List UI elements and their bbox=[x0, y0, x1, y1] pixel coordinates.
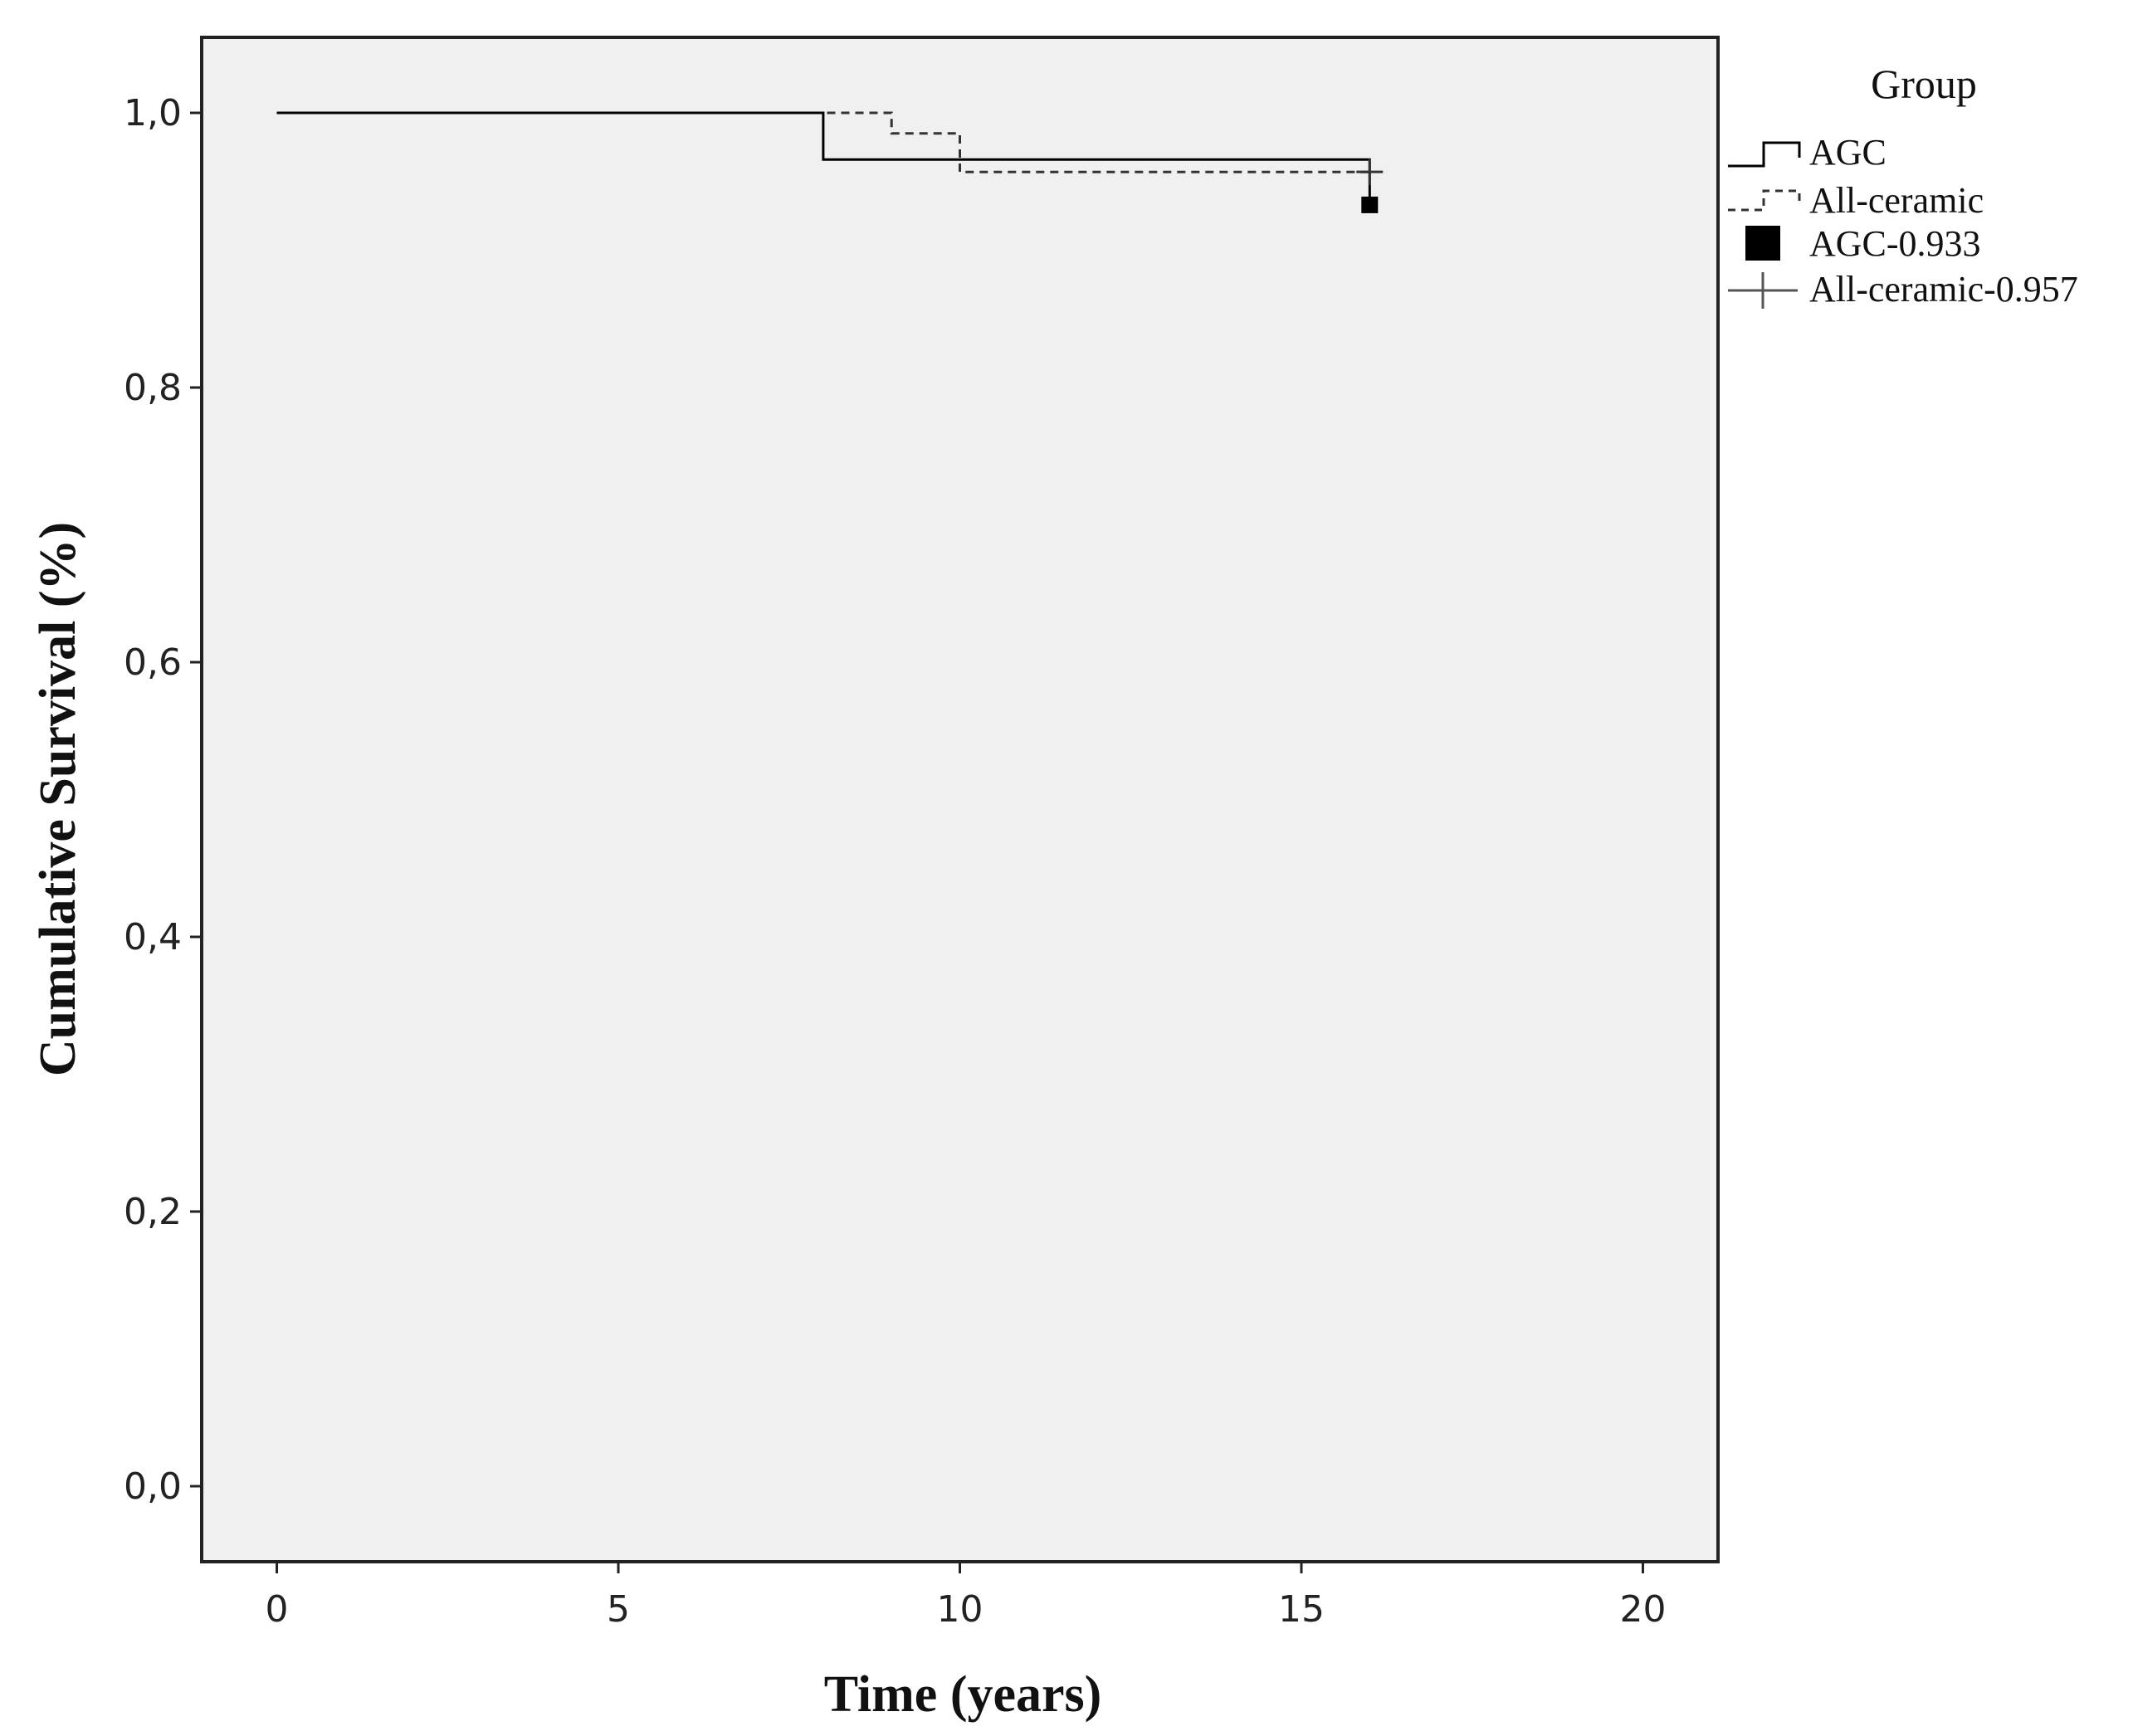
censor-marker-square bbox=[1361, 196, 1379, 213]
y-tick-label: 0,8 bbox=[124, 367, 182, 409]
legend-item-agc: AGC bbox=[1728, 132, 1887, 173]
y-tick-label: 0,4 bbox=[124, 916, 182, 958]
legend-label-agc-0933: AGC-0.933 bbox=[1809, 223, 1981, 264]
y-tick-label: 1,0 bbox=[124, 92, 182, 134]
x-axis-title: Time (years) bbox=[824, 1666, 1102, 1723]
legend-item-agc-0933: AGC-0.933 bbox=[1745, 223, 1981, 264]
y-tick-label: 0,2 bbox=[124, 1191, 182, 1233]
x-tick-label: 20 bbox=[1619, 1588, 1666, 1631]
legend-label-all-ceramic: All-ceramic bbox=[1809, 180, 1984, 221]
y-tick-label: 0,6 bbox=[124, 641, 182, 684]
y-axis-title: Cumulative Survival (%) bbox=[30, 522, 86, 1076]
x-tick-label: 15 bbox=[1278, 1588, 1325, 1631]
legend-label-agc: AGC bbox=[1809, 132, 1887, 173]
legend-item-all-ceramic: All-ceramic bbox=[1728, 180, 1984, 221]
x-tick-label: 10 bbox=[937, 1588, 984, 1631]
plot-area bbox=[200, 36, 1720, 1563]
series-layer bbox=[276, 111, 1384, 213]
legend-item-all-ceramic-0957: All-ceramic-0.957 bbox=[1728, 269, 2078, 310]
legend-label-all-ceramic-0957: All-ceramic-0.957 bbox=[1809, 269, 2078, 310]
legend-dashed-line-icon bbox=[1728, 189, 1801, 212]
legend: Group AGC All-ceramic AGC-0.933 All-cera… bbox=[1728, 61, 2078, 310]
x-tick-label: 5 bbox=[607, 1588, 630, 1631]
y-axis: 0,0 0,2 0,4 0,6 0,8 1,0 bbox=[124, 92, 202, 1508]
y-tick-label: 0,0 bbox=[124, 1465, 182, 1508]
x-tick-label: 0 bbox=[266, 1588, 289, 1631]
x-axis: 0 5 10 15 20 bbox=[266, 1562, 1666, 1631]
legend-filled-square-icon bbox=[1745, 226, 1780, 261]
legend-solid-line-icon bbox=[1728, 141, 1801, 168]
legend-title: Group bbox=[1871, 61, 1977, 107]
